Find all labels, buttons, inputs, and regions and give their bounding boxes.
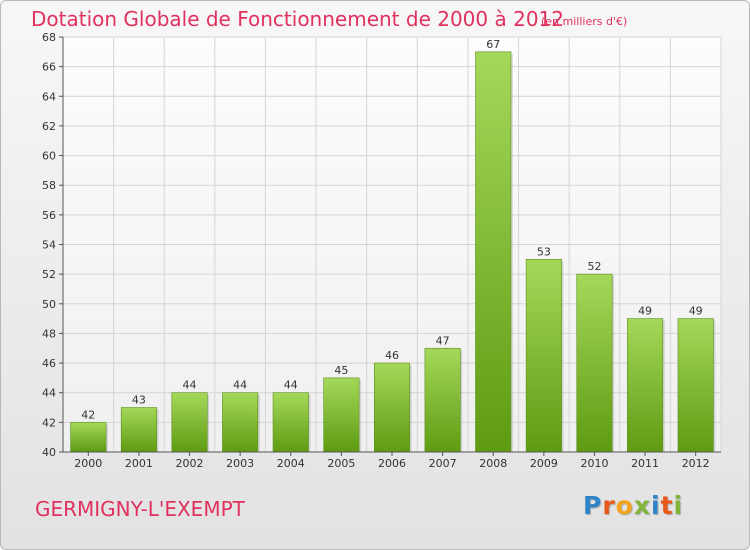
x-tick-label-2010: 2010 — [580, 457, 608, 470]
bar-2004 — [272, 392, 309, 453]
bar-2008 — [475, 51, 512, 453]
y-tick-label: 64 — [42, 90, 56, 103]
data-label-2002: 44 — [183, 379, 197, 392]
x-tick-label-2004: 2004 — [277, 457, 305, 470]
y-tick-label: 62 — [42, 120, 56, 133]
bar-2002 — [171, 392, 208, 453]
y-tick-label: 58 — [42, 179, 56, 192]
x-tick-label-2002: 2002 — [176, 457, 204, 470]
proxiti-logo[interactable]: Proxiti — [583, 491, 684, 520]
y-tick-label: 40 — [42, 446, 56, 459]
y-tick-label: 50 — [42, 298, 56, 311]
y-tick-label: 60 — [42, 150, 56, 163]
bar-2010 — [576, 273, 613, 453]
label-layer: 42 43 44 44 44 45 46 47 67 53 52 49 49 — [81, 38, 702, 422]
data-label-2007: 47 — [436, 334, 450, 347]
y-tick-label: 54 — [42, 239, 56, 252]
x-tick-label-2007: 2007 — [429, 457, 457, 470]
data-label-2001: 43 — [132, 394, 146, 407]
bar-2009 — [525, 259, 562, 453]
x-tick-label-2011: 2011 — [631, 457, 659, 470]
bar-2005 — [323, 377, 360, 453]
x-tick-label-2005: 2005 — [327, 457, 355, 470]
bar-2012 — [677, 318, 714, 453]
data-label-2006: 46 — [385, 349, 399, 362]
y-tick-label: 52 — [42, 268, 56, 281]
x-tick-label-2001: 2001 — [125, 457, 153, 470]
y-tick-label: 56 — [42, 209, 56, 222]
chart-title: Dotation Globale de Fonctionnement de 20… — [31, 7, 564, 31]
bar-2000 — [70, 422, 107, 453]
data-label-2009: 53 — [537, 245, 551, 258]
bar-layer — [70, 51, 716, 453]
bar-2011 — [627, 318, 664, 453]
bar-2001 — [120, 407, 157, 453]
x-tick-label-2006: 2006 — [378, 457, 406, 470]
chart-unit: (en milliers d'€) — [541, 15, 628, 28]
axis-layer: 40 42 44 46 48 50 52 54 56 58 60 62 64 66 68 2000 2001 20… — [42, 31, 721, 470]
data-label-2000: 42 — [81, 408, 95, 421]
data-label-2012: 49 — [689, 305, 703, 318]
data-label-2010: 52 — [587, 260, 601, 273]
data-label-2008: 67 — [486, 38, 500, 51]
data-label-2003: 44 — [233, 379, 247, 392]
y-tick-label: 48 — [42, 327, 56, 340]
y-tick-label: 66 — [42, 61, 56, 74]
x-tick-label-2003: 2003 — [226, 457, 254, 470]
y-tick-label: 44 — [42, 387, 56, 400]
y-tick-label: 68 — [42, 31, 56, 44]
y-tick-label: 42 — [42, 416, 56, 429]
x-tick-label-2008: 2008 — [479, 457, 507, 470]
x-tick-label-2012: 2012 — [682, 457, 710, 470]
commune-name: GERMIGNY-L'EXEMPT — [35, 497, 245, 521]
x-tick-label-2009: 2009 — [530, 457, 558, 470]
bar-2003 — [222, 392, 259, 453]
data-label-2005: 45 — [334, 364, 348, 377]
bar-2007 — [424, 347, 461, 453]
data-label-2011: 49 — [638, 305, 652, 318]
data-label-2004: 44 — [284, 379, 298, 392]
bar-2006 — [373, 362, 411, 453]
y-tick-label: 46 — [42, 357, 56, 370]
x-tick-label-2000: 2000 — [74, 457, 102, 470]
